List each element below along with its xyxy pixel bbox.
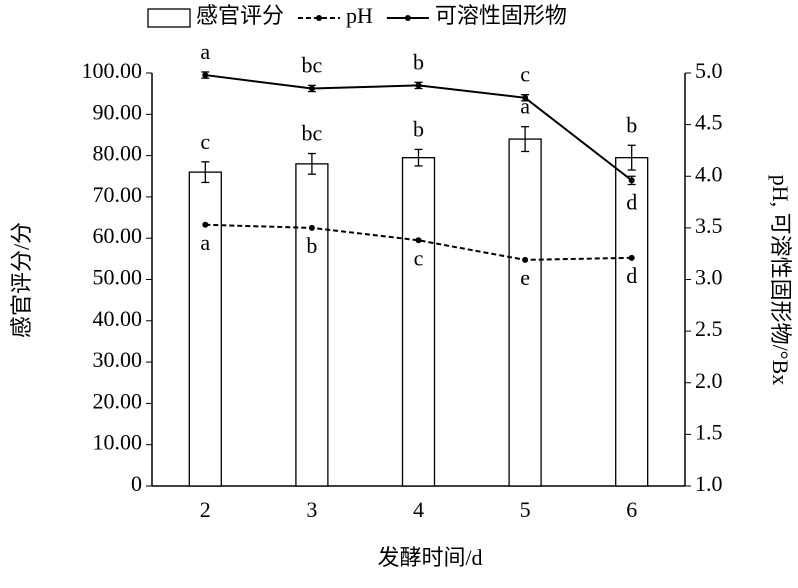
y-tick-label: 50.00 (93, 265, 143, 290)
x-tick-label: 2 (200, 497, 211, 522)
data-annotation: b (626, 112, 637, 137)
y2-axis-label: pH, 可溶性固形物/°Bx (768, 175, 793, 385)
data-annotation: c (200, 129, 210, 154)
data-annotation: a (200, 230, 210, 255)
error-bar (627, 144, 636, 171)
error-bar (201, 71, 210, 79)
bar (508, 138, 542, 487)
y-tick-label: 0 (131, 471, 142, 496)
y2-tick-label: 4.0 (695, 161, 723, 186)
data-annotation: a (200, 39, 210, 64)
data-annotation: b (413, 49, 424, 74)
y-axis-label: 感官评分/分 (9, 222, 34, 338)
data-annotation: c (414, 245, 424, 270)
x-tick-label: 3 (306, 497, 317, 522)
x-tick-label: 4 (413, 497, 424, 522)
error-bar (201, 161, 210, 184)
y-tick-label: 30.00 (93, 347, 143, 372)
data-annotation: b (306, 233, 317, 258)
y-tick-label: 60.00 (93, 223, 143, 248)
y-tick-label: 90.00 (93, 99, 143, 124)
y-tick-label: 70.00 (93, 182, 143, 207)
error-bar (521, 126, 530, 153)
error-bar (414, 81, 423, 90)
marker (308, 224, 315, 231)
marker (522, 256, 529, 263)
legend-label: 可溶性固形物 (435, 3, 567, 28)
data-annotation: b (413, 116, 424, 141)
legend-marker (404, 15, 411, 21)
bar (615, 157, 649, 487)
data-annotation: d (626, 190, 637, 215)
data-annotation: c (520, 62, 530, 87)
x-tick-label: 5 (520, 497, 531, 522)
y2-tick-label: 2.0 (695, 368, 723, 393)
x-tick-label: 6 (626, 497, 637, 522)
data-annotation: d (626, 263, 637, 288)
error-bar (627, 175, 636, 186)
error-bar (307, 152, 316, 175)
y2-tick-label: 2.5 (695, 316, 723, 341)
legend-swatch (147, 8, 191, 28)
bar (295, 163, 329, 487)
error-bar (521, 94, 530, 102)
y-tick-label: 80.00 (93, 141, 143, 166)
legend-label: pH (346, 3, 373, 28)
legend-label: 感官评分 (196, 3, 284, 28)
marker (628, 254, 635, 261)
marker (415, 237, 422, 244)
legend-marker (316, 15, 323, 21)
error-bar (414, 148, 423, 167)
y2-tick-label: 5.0 (695, 58, 723, 83)
y-tick-label: 20.00 (93, 388, 143, 413)
x-axis-label: 发酵时间/d (377, 545, 482, 570)
marker (202, 221, 209, 228)
y-tick-label: 40.00 (93, 306, 143, 331)
error-bar (307, 84, 316, 93)
bar (188, 171, 222, 487)
y2-tick-label: 4.5 (695, 110, 723, 135)
y2-tick-label: 1.5 (695, 419, 723, 444)
data-annotation: e (520, 265, 530, 290)
y2-tick-label: 3.0 (695, 265, 723, 290)
y-tick-label: 10.00 (93, 430, 143, 455)
y2-tick-label: 1.0 (695, 471, 723, 496)
y2-tick-label: 3.5 (695, 213, 723, 238)
data-annotation: a (520, 94, 530, 119)
bar (401, 157, 436, 487)
data-annotation: bc (302, 121, 323, 146)
data-annotation: bc (302, 52, 323, 77)
y-tick-label: 100.00 (82, 58, 143, 83)
